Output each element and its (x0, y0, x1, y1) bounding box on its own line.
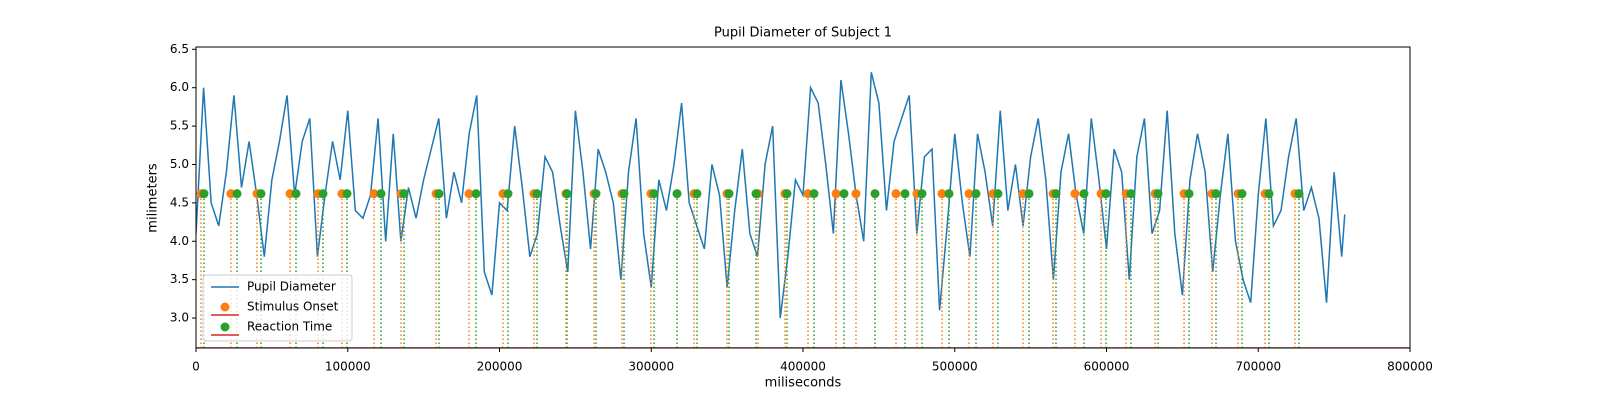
stem-marker (851, 189, 861, 199)
stem-marker (562, 189, 572, 199)
stem-marker (839, 189, 849, 199)
stem-marker (532, 189, 542, 199)
stem-marker (199, 189, 209, 199)
stem-marker (937, 189, 947, 199)
stem-marker (464, 189, 474, 199)
stem-marker (649, 189, 659, 199)
stem-marker (291, 189, 301, 199)
stem-marker (751, 189, 761, 199)
stem-marker (232, 189, 242, 199)
stem-marker (376, 189, 386, 199)
stem-marker (782, 189, 792, 199)
stem-marker (1126, 189, 1136, 199)
stem-marker (1101, 189, 1111, 199)
stem-marker (434, 189, 444, 199)
stem-marker (809, 189, 819, 199)
stem-marker (1079, 189, 1089, 199)
stem-marker (1264, 189, 1274, 199)
x-tick-label: 100000 (325, 360, 371, 374)
stem-marker (831, 189, 841, 199)
stem-marker (891, 189, 901, 199)
stem-marker (256, 189, 266, 199)
legend-box (202, 274, 353, 342)
plot-frame (195, 46, 1411, 349)
stem-marker (1051, 189, 1061, 199)
x-tick-label: 700000 (1235, 360, 1281, 374)
x-tick-label: 0 (192, 360, 200, 374)
legend-label: Stimulus Onset (247, 300, 339, 314)
stem-marker (619, 189, 629, 199)
stem-marker (900, 189, 910, 199)
stem-marker (369, 189, 379, 199)
stem-marker (692, 189, 702, 199)
stem-marker (399, 189, 409, 199)
legend-label: Reaction Time (247, 320, 332, 334)
legend-label: Pupil Diameter (247, 280, 336, 294)
chart-title: Pupil Diameter of Subject 1 (714, 26, 892, 41)
x-tick-label: 200000 (477, 360, 523, 374)
stem-marker (1070, 189, 1080, 199)
y-tick-label: 3.0 (170, 311, 189, 325)
stem-marker (870, 189, 880, 199)
x-tick-label: 600000 (1084, 360, 1130, 374)
stem-marker (342, 189, 352, 199)
stem-marker (1237, 189, 1247, 199)
stem-marker (964, 189, 974, 199)
y-tick-label: 4.5 (170, 195, 189, 209)
x-axis-label: miliseconds (765, 376, 842, 391)
stem-marker (971, 189, 981, 199)
stem-marker (318, 189, 328, 199)
stem-marker (591, 189, 601, 199)
stem-marker (944, 189, 954, 199)
stem-marker (993, 189, 1003, 199)
y-tick-label: 6.0 (170, 80, 189, 94)
x-tick-label: 400000 (780, 360, 826, 374)
y-tick-label: 3.5 (170, 272, 189, 286)
y-axis-label: milimeters (146, 163, 161, 233)
pupil-line (196, 72, 1346, 319)
stem-marker (1294, 189, 1304, 199)
y-tick-label: 6.5 (170, 42, 189, 56)
y-tick-label: 5.0 (170, 157, 189, 171)
y-tick-label: 4.0 (170, 234, 189, 248)
x-tick-label: 500000 (932, 360, 978, 374)
plot-area (196, 72, 1410, 348)
y-tick-label: 5.5 (170, 119, 189, 133)
x-tick-label: 800000 (1387, 360, 1433, 374)
stem-marker (672, 189, 682, 199)
stem-marker (471, 189, 481, 199)
x-tick-label: 300000 (628, 360, 674, 374)
stem-marker (1024, 189, 1034, 199)
legend-marker (220, 322, 230, 332)
stem-marker (1184, 189, 1194, 199)
stem-marker (503, 189, 513, 199)
legend-marker (220, 302, 230, 312)
stem-marker (724, 189, 734, 199)
stem-marker (917, 189, 927, 199)
stem-marker (1211, 189, 1221, 199)
stem-marker (1153, 189, 1163, 199)
